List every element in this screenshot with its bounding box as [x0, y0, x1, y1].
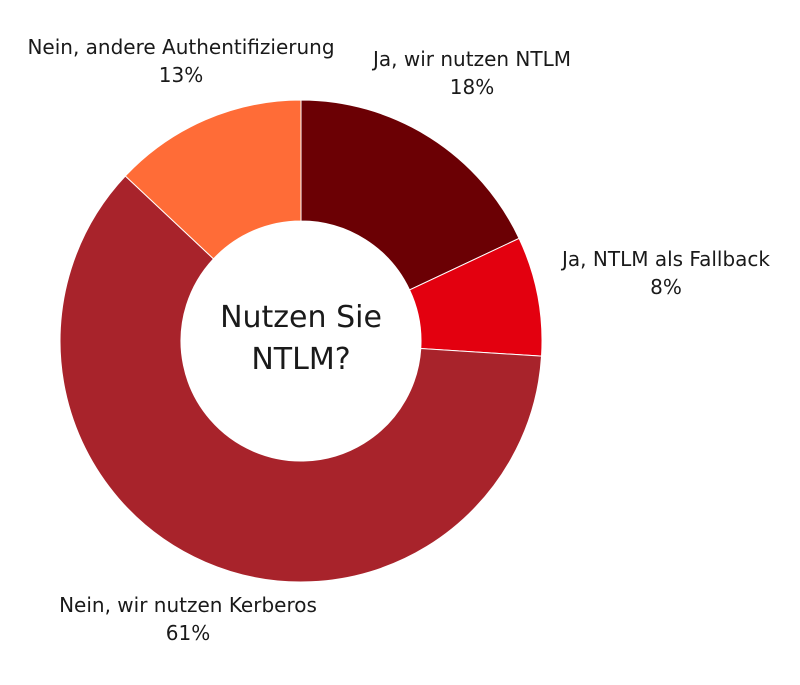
- donut-slice-3: [59, 175, 543, 583]
- donut-slice-1: [300, 99, 520, 291]
- slice-value-label-2: 8%: [650, 275, 682, 299]
- slice-value-label-3: 61%: [166, 621, 210, 645]
- slice-label-4: Nein, andere Authentifizierung: [27, 35, 334, 59]
- slice-label-1: Ja, wir nutzen NTLM: [371, 47, 571, 71]
- chart-title-line-1: Nutzen Sie: [220, 300, 382, 335]
- slice-value-label-1: 18%: [450, 75, 494, 99]
- slice-labels: Ja, wir nutzen NTLM 18% Ja, NTLM als Fallb…: [27, 35, 770, 645]
- chart-title-line-2: NTLM?: [251, 342, 350, 377]
- donut-slices: [59, 99, 543, 583]
- slice-label-3: Nein, wir nutzen Kerberos: [59, 593, 317, 617]
- slice-label-2: Ja, NTLM als Fallback: [560, 247, 770, 271]
- donut-slice-4: [124, 99, 302, 260]
- slice-value-label-4: 13%: [159, 63, 203, 87]
